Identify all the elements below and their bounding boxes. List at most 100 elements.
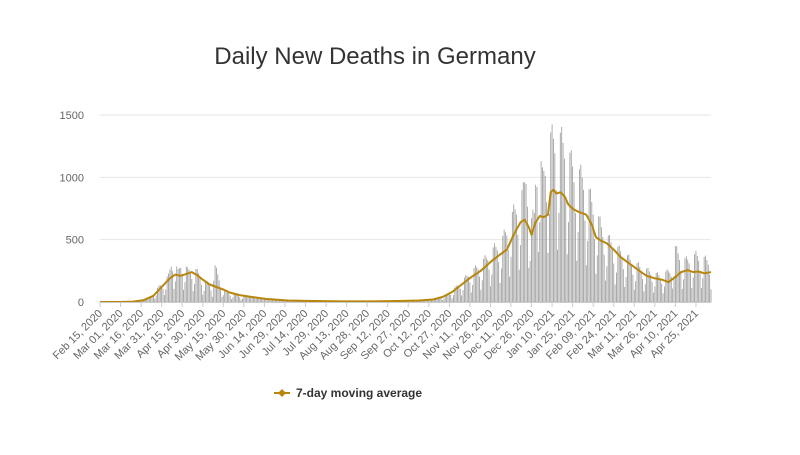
bar[interactable] (632, 275, 633, 302)
bar[interactable] (646, 269, 647, 302)
bar[interactable] (227, 291, 228, 302)
bar[interactable] (612, 250, 613, 302)
bar[interactable] (224, 290, 225, 302)
bar[interactable] (242, 299, 243, 302)
bar[interactable] (208, 283, 209, 302)
bar[interactable] (541, 161, 542, 302)
bar[interactable] (696, 251, 697, 302)
bar[interactable] (532, 210, 533, 302)
bar[interactable] (580, 165, 581, 302)
bar[interactable] (661, 284, 662, 302)
bar[interactable] (697, 256, 698, 302)
bar[interactable] (554, 153, 555, 302)
bar[interactable] (601, 227, 602, 302)
bar[interactable] (652, 282, 653, 302)
bar[interactable] (491, 274, 492, 302)
bar[interactable] (490, 286, 491, 302)
bar[interactable] (461, 295, 462, 302)
bar[interactable] (552, 124, 553, 302)
bar[interactable] (443, 299, 444, 302)
bar[interactable] (506, 236, 507, 302)
bar[interactable] (465, 275, 466, 302)
bar[interactable] (586, 265, 587, 302)
bar[interactable] (489, 270, 490, 302)
bar[interactable] (156, 295, 157, 302)
bar[interactable] (505, 232, 506, 302)
bar[interactable] (648, 268, 649, 302)
bar[interactable] (690, 272, 691, 302)
bar[interactable] (190, 272, 191, 302)
bar[interactable] (615, 284, 616, 302)
bar[interactable] (452, 298, 453, 302)
bar[interactable] (502, 236, 503, 302)
bar[interactable] (622, 257, 623, 302)
bar[interactable] (200, 277, 201, 302)
bar[interactable] (253, 298, 254, 302)
bar[interactable] (241, 300, 242, 302)
bar[interactable] (653, 293, 654, 302)
bar[interactable] (624, 287, 625, 302)
bar[interactable] (442, 300, 443, 302)
bar[interactable] (667, 269, 668, 302)
bar[interactable] (537, 187, 538, 302)
bar[interactable] (450, 295, 451, 302)
bar[interactable] (576, 261, 577, 302)
bar[interactable] (515, 209, 516, 302)
bar[interactable] (635, 281, 636, 302)
bar[interactable] (591, 202, 592, 302)
bar[interactable] (258, 299, 259, 302)
bar[interactable] (519, 270, 520, 302)
bar[interactable] (524, 182, 525, 302)
bar[interactable] (590, 189, 591, 302)
bar[interactable] (569, 153, 570, 302)
bar[interactable] (546, 202, 547, 302)
bar[interactable] (656, 273, 657, 302)
bar[interactable] (469, 282, 470, 302)
bar[interactable] (509, 277, 510, 302)
bar[interactable] (250, 298, 251, 302)
bar[interactable] (572, 167, 573, 302)
bar[interactable] (171, 267, 172, 302)
bar[interactable] (668, 271, 669, 302)
bar[interactable] (604, 255, 605, 302)
bar[interactable] (453, 295, 454, 302)
bar[interactable] (638, 262, 639, 302)
bar[interactable] (256, 298, 257, 302)
bar[interactable] (189, 270, 190, 302)
bar[interactable] (512, 212, 513, 302)
bar[interactable] (528, 268, 529, 302)
bar[interactable] (263, 299, 264, 302)
bar[interactable] (209, 286, 210, 302)
bar[interactable] (676, 246, 677, 302)
bar[interactable] (193, 291, 194, 302)
bar[interactable] (520, 245, 521, 302)
bar[interactable] (657, 272, 658, 302)
bar[interactable] (220, 288, 221, 302)
bar[interactable] (182, 274, 183, 302)
bar[interactable] (237, 295, 238, 302)
bar[interactable] (526, 184, 527, 302)
bar[interactable] (205, 281, 206, 302)
bar[interactable] (504, 230, 505, 302)
bar[interactable] (545, 176, 546, 302)
bar[interactable] (708, 265, 709, 302)
bar[interactable] (239, 297, 240, 302)
legend[interactable]: 7-day moving average (274, 386, 422, 400)
bar[interactable] (706, 260, 707, 302)
bar[interactable] (254, 298, 255, 302)
bar[interactable] (594, 239, 595, 302)
bar[interactable] (538, 252, 539, 302)
bar[interactable] (480, 290, 481, 302)
bar[interactable] (248, 297, 249, 302)
bar[interactable] (686, 256, 687, 302)
bar[interactable] (679, 260, 680, 302)
bar[interactable] (596, 274, 597, 302)
bar[interactable] (693, 277, 694, 302)
bar[interactable] (232, 298, 233, 302)
bar[interactable] (230, 296, 231, 302)
bar[interactable] (678, 253, 679, 302)
bar[interactable] (574, 182, 575, 302)
bar[interactable] (206, 281, 207, 302)
bar[interactable] (261, 299, 262, 302)
bar[interactable] (605, 281, 606, 302)
